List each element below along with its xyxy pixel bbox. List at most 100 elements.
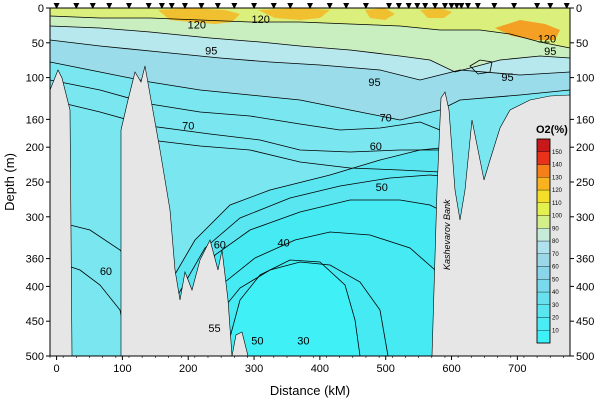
seafloor	[50, 65, 570, 356]
y-tick-label-left: 300	[26, 212, 44, 224]
patch-120-a	[158, 8, 240, 24]
station-marker	[270, 3, 277, 9]
station-marker	[181, 3, 188, 9]
legend-swatch	[536, 330, 551, 344]
legend-tick-label: 40	[552, 290, 559, 296]
seafloor-south-shelf	[231, 331, 249, 356]
legend-tick-label: 150	[552, 150, 563, 156]
contour-label: 120	[251, 14, 269, 26]
contour-label: 50	[251, 336, 263, 348]
legend-tick-label: 60	[552, 265, 559, 271]
station-marker	[474, 3, 481, 9]
station-marker	[491, 3, 498, 9]
contour-line-70	[50, 79, 441, 131]
x-tick-label: 500	[377, 363, 395, 375]
contour-label: 50	[376, 182, 388, 194]
patch-120-e	[420, 8, 452, 18]
station-marker	[448, 3, 455, 9]
legend-tick-label: 30	[552, 303, 559, 309]
legend-swatch	[536, 151, 551, 165]
station-marker	[343, 3, 350, 9]
legend-swatch	[536, 253, 551, 267]
kashevarov-bank-label: Kashevarov Bank	[442, 199, 452, 270]
legend-swatch	[536, 228, 551, 242]
station-marker	[53, 3, 60, 9]
y-tick-label-right: 450	[576, 316, 594, 328]
legend-swatch	[536, 138, 551, 152]
contour-label: 40	[278, 238, 290, 250]
y-axis-title: Depth (m)	[2, 153, 17, 211]
patch-120-c	[495, 20, 560, 40]
station-markers	[53, 3, 570, 9]
contour-label: 95	[205, 45, 217, 57]
contour-label: 60	[370, 141, 382, 153]
x-tick-label: 700	[508, 363, 526, 375]
legend-title: O2(%)	[536, 124, 568, 136]
station-marker	[414, 3, 421, 9]
patch-120-b	[258, 8, 330, 20]
x-axis-title: Distance (kM)	[270, 383, 350, 398]
station-marker	[73, 3, 80, 9]
x-tick-label: 400	[311, 363, 329, 375]
contour-label: 60	[100, 266, 112, 278]
contour-line-100	[50, 15, 570, 49]
seafloor-kashevarov	[431, 91, 570, 356]
station-marker	[231, 3, 238, 9]
legend-tick-label: 120	[552, 188, 563, 194]
station-marker	[145, 3, 152, 9]
station-marker	[395, 3, 402, 9]
y-tick-label-right: 100	[576, 73, 594, 85]
x-tick-label: 600	[442, 363, 460, 375]
y-tick-label-right: 200	[576, 142, 594, 154]
band-30	[225, 260, 360, 356]
legend-swatch	[536, 177, 551, 191]
legend-tick-label: 70	[552, 252, 559, 258]
legend-swatch	[536, 215, 551, 229]
contour-line-east-95	[469, 59, 493, 75]
y-tick-label-left: 200	[26, 142, 44, 154]
legend-swatch	[536, 240, 551, 254]
station-marker	[453, 3, 460, 9]
contour-line-95	[50, 25, 570, 73]
legend-tick-label: 20	[552, 316, 559, 322]
y-tick-label-right: 160	[576, 114, 594, 126]
y-tick-label-left: 450	[26, 316, 44, 328]
station-marker	[125, 3, 132, 9]
station-marker	[385, 3, 392, 9]
station-marker	[251, 3, 258, 9]
y-tick-label-left: 50	[32, 38, 44, 50]
legend-swatch	[536, 317, 551, 331]
patch-120-d	[365, 8, 395, 20]
legend-swatch	[536, 304, 551, 318]
y-tick-label-left: 360	[26, 254, 44, 266]
seafloor-central-ridge	[120, 65, 233, 356]
station-marker	[198, 3, 205, 9]
legend-tick-label: 110	[552, 201, 562, 207]
station-marker	[547, 3, 554, 9]
contour-line-60	[149, 139, 441, 173]
station-marker	[326, 3, 333, 9]
contour-label: 55	[208, 323, 220, 335]
contour-label: 95	[501, 72, 513, 84]
station-marker	[214, 3, 221, 9]
contour-label: 60	[214, 240, 226, 252]
station-marker	[158, 3, 165, 9]
y-tick-label-left: 160	[26, 114, 44, 126]
station-marker	[458, 3, 465, 9]
y-tick-label-left: 400	[26, 281, 44, 293]
y-tick-label-left: 0	[38, 3, 44, 15]
y-tick-label-right: 0	[576, 3, 582, 15]
legend-swatch	[536, 266, 551, 280]
contour-line-30	[224, 259, 361, 356]
legend-swatch	[536, 279, 551, 293]
contour-label: 95	[368, 77, 380, 89]
station-marker	[563, 3, 570, 9]
station-marker	[307, 3, 313, 9]
legend-tick-label: 80	[552, 239, 559, 245]
legend-tick-label: 50	[552, 277, 559, 283]
station-marker	[441, 3, 448, 9]
contour-label: 70	[380, 112, 392, 124]
contour-line-85	[50, 39, 570, 81]
